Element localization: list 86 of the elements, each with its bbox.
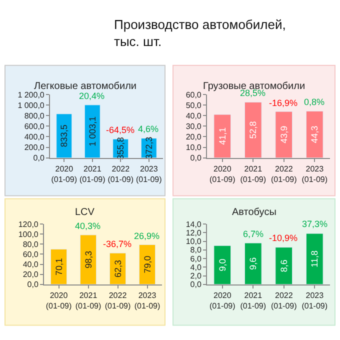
x-tick-label: 2023 (01-09)	[302, 164, 328, 184]
y-tick-label: 0,0	[27, 280, 39, 290]
x-tick-label: 2021 (01-09)	[240, 164, 266, 184]
annotation: 6,7%	[243, 229, 264, 239]
bar	[214, 245, 232, 284]
bar	[275, 247, 293, 284]
y-tick-label: 40,0	[186, 111, 202, 120]
y-tick-label: 14,0	[186, 220, 202, 229]
y-tick-label: 0,0	[33, 154, 45, 163]
y-tick-label: 600,0	[24, 122, 45, 131]
bar	[306, 110, 324, 158]
data-label: 355,8	[116, 137, 126, 160]
bar	[244, 242, 262, 284]
x-tick-label: 2021 (01-09)	[240, 290, 266, 310]
data-label: 372,3	[144, 136, 154, 160]
x-tick-label: 2023 (01-09)	[136, 164, 162, 184]
x-tick-label: 2020 (01-09)	[209, 290, 236, 310]
data-label: 41,1	[217, 127, 228, 145]
x-tick-label: 2023 (01-09)	[302, 290, 328, 310]
data-label: 62,3	[112, 260, 123, 278]
y-tick-label: 10,0	[186, 143, 202, 152]
text: Производство автомобилей, тыс. шт.	[114, 17, 286, 49]
x-tick-label: 2020 (01-09)	[209, 164, 236, 184]
y-tick-label: 20,0	[22, 270, 39, 280]
y-tick-label: 12,0	[186, 228, 202, 238]
data-label: 11,8	[310, 250, 320, 268]
y-tick-label: 1 200,0	[18, 90, 45, 100]
data-label: 9,6	[248, 257, 258, 270]
data-label: 79,0	[142, 256, 152, 274]
y-tick-label: 80,0	[22, 240, 39, 249]
y-tick-label: 6,0	[190, 254, 202, 264]
y-tick-label: 8,0	[190, 246, 202, 255]
annotation: 0,8%	[304, 97, 325, 107]
x-tick-label: 2022 (01-09)	[270, 164, 298, 184]
data-label: 70,1	[54, 258, 64, 276]
y-tick-label: 0,0	[190, 154, 202, 163]
y-tick-label: 60,0	[22, 250, 39, 259]
y-tick-label: 1 000,0	[18, 100, 45, 110]
annotation: 20,4%	[79, 91, 105, 101]
data-label: 833,5	[59, 124, 70, 148]
data-label: 9,0	[217, 258, 228, 272]
x-tick-label: 2020 (01-09)	[46, 290, 72, 310]
annotation: 37,3%	[302, 219, 328, 229]
x-tick-label: 2022 (01-09)	[104, 290, 131, 310]
y-tick-label: 400,0	[24, 132, 45, 142]
x-tick-label: 2020 (01-09)	[51, 164, 78, 184]
y-tick-label: 120,0	[18, 220, 39, 229]
chart-title: Автобусы	[232, 207, 276, 218]
y-tick-label: 200,0	[24, 143, 45, 152]
annotation: -16,9%	[269, 98, 298, 108]
annotation: 40,3%	[75, 221, 101, 231]
data-label: 52,8	[248, 121, 258, 139]
bar	[275, 111, 293, 158]
y-tick-label: 2,0	[190, 272, 202, 281]
bar	[214, 114, 232, 158]
bar	[244, 102, 262, 158]
annotation: 4,6%	[138, 124, 159, 134]
annotation: -64,5%	[106, 125, 135, 135]
data-label: 8,6	[278, 260, 289, 272]
y-tick-label: 10,0	[186, 237, 202, 246]
x-tick-label: 2022 (01-09)	[108, 164, 134, 184]
y-tick-label: 4,0	[190, 262, 202, 272]
data-label: 44,3	[310, 126, 320, 144]
annotation: 26,9%	[134, 231, 160, 241]
y-tick-label: 50,0	[186, 100, 202, 110]
bar	[306, 233, 324, 284]
data-label: 98,3	[83, 250, 94, 268]
y-tick-label: 100,0	[18, 230, 39, 239]
bar	[80, 234, 97, 284]
x-tick-label: 2022 (01-09)	[270, 290, 298, 310]
chart-title: Легковые автомобили	[34, 81, 137, 92]
data-label: 43,9	[278, 126, 289, 144]
x-tick-label: 2021 (01-09)	[79, 164, 106, 184]
y-tick-label: 20,0	[186, 132, 202, 142]
y-tick-label: 60,0	[186, 90, 202, 100]
annotation: 28,5%	[240, 88, 266, 98]
y-tick-label: 0,0	[190, 280, 202, 290]
x-tick-label: 2021 (01-09)	[75, 290, 102, 310]
y-tick-label: 800,0	[24, 111, 45, 120]
x-tick-label: 2023 (01-09)	[134, 290, 160, 310]
annotation: -36,7%	[103, 239, 132, 249]
annotation: -10,9%	[269, 233, 298, 243]
data-label: 1 003,1	[87, 116, 98, 146]
chart-title: LCV	[75, 207, 95, 218]
y-tick-label: 40,0	[22, 260, 39, 270]
y-tick-label: 30,0	[186, 122, 202, 131]
